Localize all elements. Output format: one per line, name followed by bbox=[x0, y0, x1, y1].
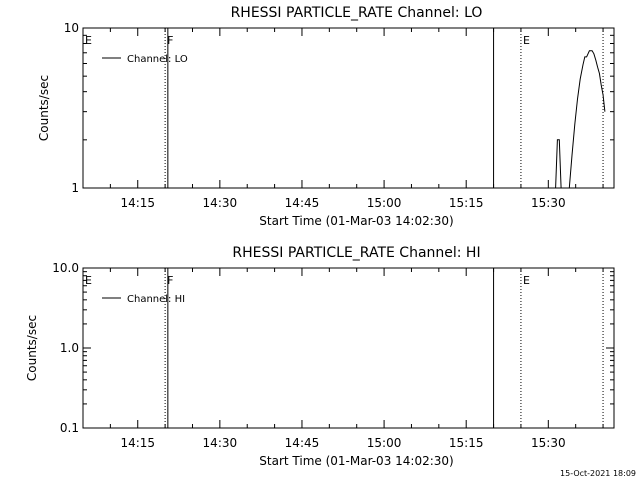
series-line bbox=[553, 50, 606, 189]
y-tick-label: 10 bbox=[64, 21, 79, 35]
x-axis-label: Start Time (01-Mar-03 14:02:30) bbox=[259, 214, 453, 228]
x-tick-label: 14:30 bbox=[203, 436, 238, 450]
x-tick-label: 15:30 bbox=[531, 436, 566, 450]
x-tick-label: 14:45 bbox=[285, 436, 320, 450]
chart-title: RHESSI PARTICLE_RATE Channel: HI bbox=[232, 245, 480, 261]
x-tick-label: 15:00 bbox=[367, 196, 402, 210]
event-marker-label: E bbox=[85, 274, 92, 287]
y-tick-label: 1 bbox=[71, 181, 79, 195]
chart-title: RHESSI PARTICLE_RATE Channel: LO bbox=[231, 5, 483, 21]
event-marker-label: E bbox=[85, 34, 92, 47]
x-tick-label: 14:15 bbox=[120, 196, 155, 210]
chart-panel-2: RHESSI PARTICLE_RATE Channel: HI 14:15 14:… bbox=[25, 245, 615, 468]
x-tick-label: 15:00 bbox=[367, 436, 402, 450]
event-marker-label: F bbox=[167, 34, 173, 47]
chart-panel-1: RHESSI PARTICLE_RATE Channel: LO 14:15 14:… bbox=[37, 5, 615, 228]
event-marker-label: E bbox=[523, 34, 530, 47]
legend-label: Channel: LO bbox=[127, 54, 188, 65]
x-tick-label: 15:30 bbox=[531, 196, 566, 210]
x-tick-label: 15:15 bbox=[449, 436, 484, 450]
x-tick-label: 14:15 bbox=[120, 436, 155, 450]
y-tick-label: 0.1 bbox=[60, 421, 79, 435]
event-marker-label: F bbox=[167, 274, 173, 287]
event-marker-label: E bbox=[523, 274, 530, 287]
x-tick-label: 15:15 bbox=[449, 196, 484, 210]
y-tick-label: 1.0 bbox=[60, 341, 79, 355]
x-tick-label: 14:45 bbox=[285, 196, 320, 210]
x-tick-label: 14:30 bbox=[203, 196, 238, 210]
plot-frame bbox=[82, 27, 615, 189]
y-axis-label: Counts/sec bbox=[25, 315, 39, 381]
x-axis-label: Start Time (01-Mar-03 14:02:30) bbox=[259, 454, 453, 468]
y-tick-label: 10.0 bbox=[52, 261, 79, 275]
y-axis-label: Counts/sec bbox=[37, 75, 51, 141]
plot-frame bbox=[82, 267, 615, 429]
legend-label: Channel: HI bbox=[127, 294, 185, 305]
